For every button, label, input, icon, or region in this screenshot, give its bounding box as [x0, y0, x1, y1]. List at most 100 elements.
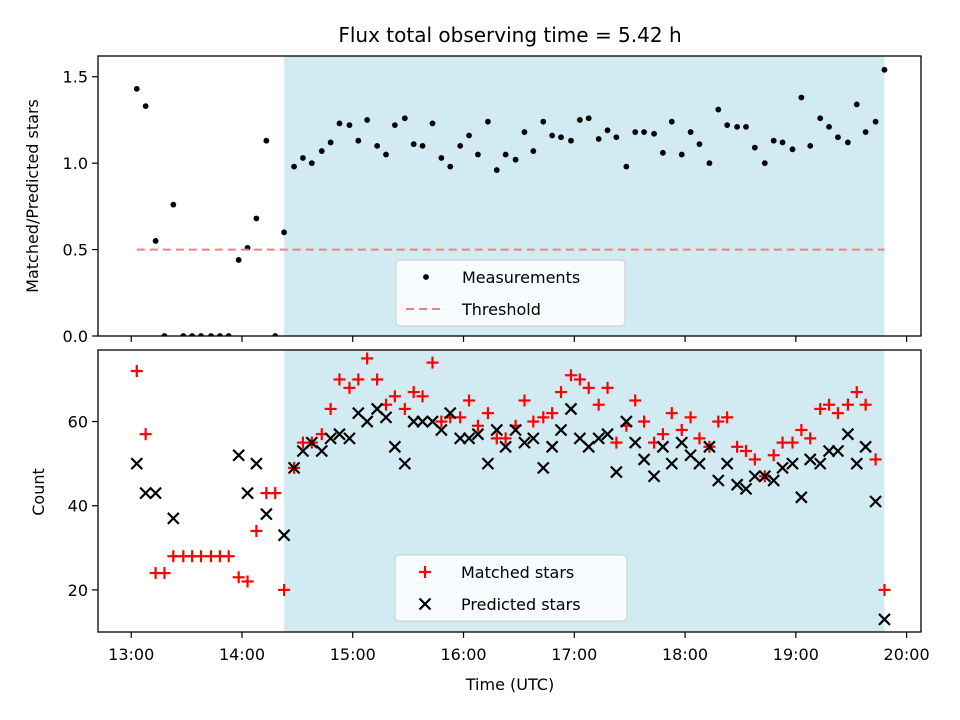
data-point [678, 151, 685, 158]
data-point [379, 411, 393, 424]
data-point [198, 333, 204, 336]
data-point [751, 144, 758, 151]
data-point [748, 469, 762, 483]
data-point [443, 406, 457, 420]
data-point [374, 142, 381, 149]
data-point [739, 482, 753, 496]
data-point [850, 457, 864, 470]
x-tick-label: 19:00 [773, 645, 819, 664]
data-point [499, 432, 512, 445]
data-point [629, 394, 642, 407]
data-point [481, 457, 495, 470]
y-tick-label: 60 [68, 413, 88, 432]
x-tick-label: 18:00 [662, 645, 708, 664]
data-point [502, 151, 509, 158]
data-point [324, 402, 337, 415]
data-point [610, 465, 623, 479]
data-point [807, 142, 814, 149]
x-tick-label: 17:00 [551, 645, 597, 664]
data-point [546, 407, 559, 420]
data-point [180, 333, 187, 336]
x-axis-label: Time (UTC) [465, 675, 554, 694]
legend-label: Matched stars [461, 563, 574, 582]
data-point [161, 333, 168, 336]
data-point [130, 365, 143, 378]
data-point [623, 163, 630, 170]
data-point [767, 474, 780, 487]
data-point [260, 507, 273, 521]
data-point [564, 369, 577, 382]
x-tick-label: 20:00 [884, 645, 930, 664]
data-point [878, 613, 891, 626]
legend-label: Measurements [462, 268, 580, 287]
data-point [416, 415, 429, 428]
data-point [419, 142, 426, 149]
data-point [371, 373, 384, 386]
data-point [521, 129, 528, 135]
data-point [263, 137, 270, 144]
data-point [730, 478, 744, 491]
data-point [638, 415, 651, 428]
data-point [466, 132, 472, 139]
data-point [462, 432, 476, 445]
data-point [739, 445, 752, 458]
data-point [872, 118, 879, 125]
data-point [703, 440, 716, 454]
data-point [592, 432, 605, 445]
data-point [850, 386, 863, 399]
data-point [471, 427, 485, 441]
data-point [388, 390, 401, 403]
data-point [189, 333, 196, 336]
data-point [269, 487, 282, 500]
data-point [555, 386, 568, 399]
data-point [853, 101, 860, 108]
data-point [604, 127, 611, 134]
data-point [862, 129, 869, 135]
data-point [518, 436, 531, 449]
data-point [789, 146, 796, 153]
data-point [287, 461, 301, 475]
data-point [139, 428, 152, 441]
data-point [684, 411, 697, 424]
data-point [613, 134, 620, 141]
data-point [361, 352, 374, 365]
series-measurements [133, 66, 888, 336]
data-point [333, 373, 346, 386]
data-point [435, 423, 448, 437]
data-point [352, 373, 365, 386]
legend-handle [419, 566, 431, 578]
data-point [253, 215, 260, 222]
data-point [426, 356, 439, 369]
x-tick-label: 15:00 [330, 645, 376, 664]
bottom-panel-counts: 20 40 60 13:00 14:00 15:00 16:00 17:00 18:00 19:0… [68, 349, 930, 664]
data-point [803, 453, 817, 466]
data-point [665, 457, 679, 470]
data-point [454, 411, 467, 424]
data-point [582, 440, 595, 454]
data-point [272, 333, 279, 336]
data-point [250, 524, 263, 537]
data-point [300, 155, 306, 161]
data-point [133, 85, 140, 92]
data-point [675, 423, 688, 436]
data-point [490, 423, 504, 437]
data-point [798, 94, 805, 101]
data-point [795, 423, 808, 436]
data-point [537, 461, 550, 475]
y-tick-label: 1.0 [63, 154, 88, 173]
data-point [841, 398, 854, 411]
data-point [152, 238, 159, 244]
data-point [225, 333, 232, 336]
data-point [724, 122, 731, 129]
data-point [823, 398, 836, 411]
data-point [291, 163, 297, 170]
data-point [333, 427, 346, 441]
data-point [343, 381, 356, 394]
y-tick-label: 0.5 [63, 241, 88, 260]
data-point [573, 373, 586, 386]
data-point [831, 444, 845, 458]
data-point [537, 411, 550, 424]
data-point [241, 486, 254, 500]
data-point [457, 142, 464, 149]
series-matched-stars [130, 352, 891, 596]
